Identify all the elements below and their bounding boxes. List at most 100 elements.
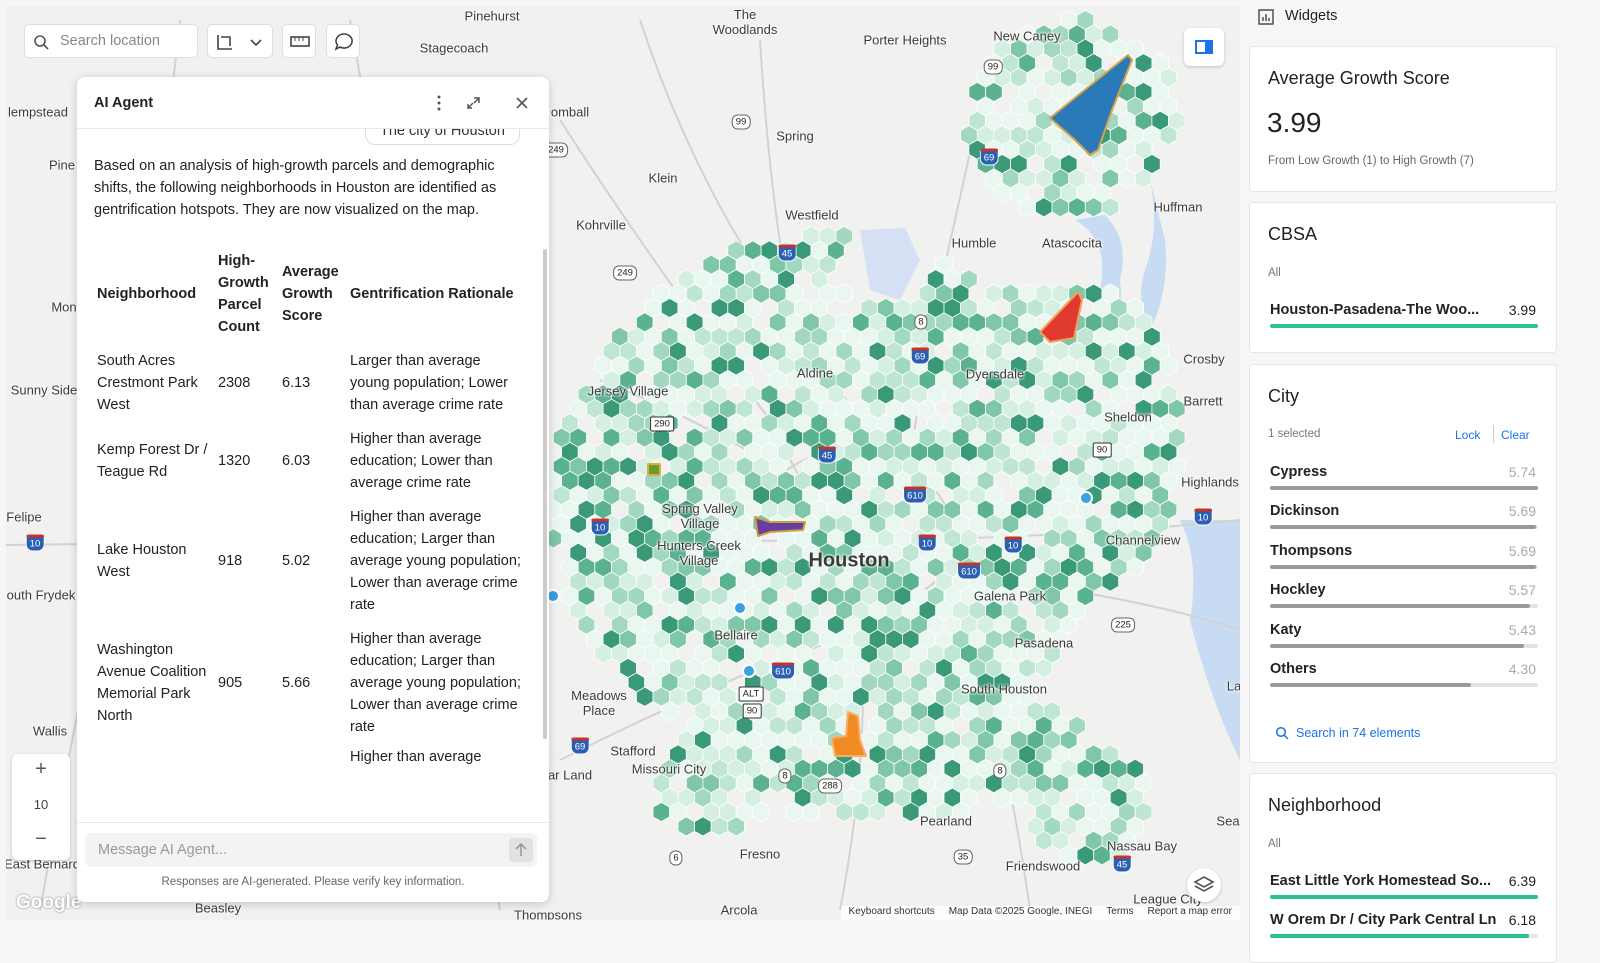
road-shield: 8 [778, 768, 792, 784]
road-shield: 8 [914, 314, 928, 330]
bar [1270, 643, 1524, 648]
bar-track [1270, 604, 1538, 609]
layers-button[interactable] [1187, 868, 1221, 902]
place-label: Crosby [1183, 351, 1225, 367]
table-cell: 6.03 [282, 453, 311, 469]
widgets-icon [1258, 9, 1274, 25]
place-label: Fresno [739, 846, 781, 862]
item-name[interactable]: Thompsons [1270, 542, 1353, 559]
agent-header-icons[interactable] [427, 91, 537, 115]
road-shield: 69 [570, 737, 590, 755]
footer-link[interactable]: Map Data ©2025 Google, INEGI [948, 906, 1093, 917]
bar [1270, 324, 1538, 328]
table-row: Kemp Forest Dr / Teague Rd 1320 6.03 Higher… [94, 422, 524, 500]
bar [1270, 683, 1471, 687]
column-header: Average Growth Score [282, 264, 339, 324]
search-elements-icon [1275, 726, 1289, 740]
road-shield: 610 [903, 486, 927, 504]
table-row: Lake Houston West 918 5.02 Higher than aver… [94, 500, 524, 622]
map-canvas [6, 9, 1240, 911]
place-label: Sheldon [1104, 409, 1152, 425]
place-label: Pinehurst [464, 8, 520, 24]
table-cell: Kemp Forest Dr / Teague Rd [97, 442, 208, 480]
place-label: Nassau Bay [1106, 838, 1178, 854]
item-name[interactable]: W Orem Dr / City Park Central Ln [1270, 912, 1497, 928]
clear-button[interactable]: Clear [1501, 428, 1530, 442]
layers-icon [1193, 876, 1215, 892]
road-shield: 225 [1111, 617, 1135, 633]
disclaimer: Responses are AI-generated. Please verif… [161, 876, 465, 888]
footer-link[interactable]: Keyboard shortcuts [848, 906, 935, 917]
road-shield: 290 [650, 416, 674, 432]
footer-link[interactable]: Report a map error [1147, 906, 1232, 917]
item-name[interactable]: Dickinson [1270, 503, 1340, 520]
filter-status: 1 selected [1268, 428, 1321, 440]
item-name[interactable]: Houston-Pasadena-The Woo... [1270, 302, 1480, 318]
chat-button[interactable] [326, 24, 360, 58]
road-shield: 6 [669, 850, 683, 866]
agent-response: Based on an analysis of high-growth parc… [94, 158, 497, 218]
panel-toggle-button[interactable] [1184, 28, 1224, 66]
table-cell: 2308 [218, 375, 251, 391]
place-label: Jersey Village [587, 383, 669, 399]
table-cell: Washington Avenue Coalition Memorial Par… [97, 642, 207, 724]
place-label: Stagecoach [419, 40, 489, 56]
place-label: Mon [51, 299, 77, 315]
measure-icon [290, 36, 310, 47]
place-label: Spring Valley Village [662, 501, 738, 531]
table-cell: 918 [218, 553, 243, 569]
measure-button[interactable] [282, 24, 316, 58]
place-label: Thompsons [514, 907, 582, 921]
road-shield: ALT [738, 686, 764, 702]
road-shield: 90 [1092, 442, 1112, 458]
place-label: lempstead [8, 104, 68, 120]
search-icon [34, 35, 49, 50]
hex-cell [1159, 355, 1178, 376]
message-placeholder: Message AI Agent... [98, 842, 227, 858]
item-name[interactable]: Cypress [1270, 464, 1328, 480]
bar-track [1270, 486, 1538, 490]
item-name[interactable]: Others [1270, 661, 1317, 677]
place-label: La [1226, 678, 1240, 694]
draw-tool-button[interactable] [207, 24, 273, 58]
item-name[interactable]: Katy [1270, 621, 1302, 638]
zoom-out[interactable]: − [35, 828, 47, 850]
place-label: Aldine [796, 365, 834, 381]
markers [546, 491, 1093, 678]
bar [1270, 525, 1536, 530]
bar-track [1270, 564, 1538, 569]
place-label: Pasadena [1014, 635, 1074, 651]
column-header: High-Growth Parcel Count [218, 253, 269, 335]
road-shield: 288 [818, 778, 842, 794]
item-value: 5.43 [1508, 621, 1536, 638]
hex-cell [1035, 657, 1053, 679]
hex-cell [727, 816, 745, 837]
zoom-in[interactable]: + [35, 758, 47, 780]
column-header: Neighborhood [97, 286, 197, 302]
item-name[interactable]: East Little York Homestead So... [1270, 873, 1492, 889]
send-button[interactable] [509, 838, 533, 862]
table-cell: Lake Houston West [97, 542, 187, 580]
user-message: The city of Houston [365, 129, 520, 145]
place-label: South Houston [960, 681, 1048, 697]
hex-cell [835, 283, 853, 304]
place-label: Wallis [32, 723, 68, 739]
road-shield: 10 [25, 534, 45, 552]
road-shield: 10 [917, 534, 937, 552]
search-box[interactable]: Search location [24, 24, 198, 58]
table-cell: Higher than average education; Larger th… [350, 631, 521, 735]
hex-cell [752, 801, 770, 823]
message-input[interactable]: Message AI Agent... [85, 833, 537, 867]
search-elements[interactable]: Search in 74 elements [1296, 726, 1421, 740]
place-label: Barrett [1183, 393, 1223, 409]
item-name[interactable]: Hockley [1270, 582, 1326, 599]
place-label: The Woodlands [712, 7, 778, 37]
footer-link[interactable]: Terms [1106, 906, 1134, 917]
place-label: Houston [808, 549, 890, 572]
lock-button[interactable]: Lock [1455, 428, 1481, 442]
scrollbar[interactable] [543, 249, 547, 739]
place-label: Klein [648, 170, 678, 186]
place-label: Channelview [1105, 532, 1181, 548]
water [860, 180, 1240, 760]
